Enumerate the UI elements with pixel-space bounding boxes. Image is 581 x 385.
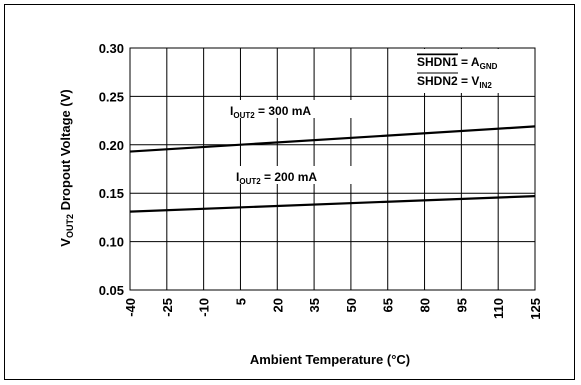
x-axis-title: Ambient Temperature (°C) <box>250 352 410 367</box>
x-tick-label: -10 <box>197 298 212 317</box>
condition-shdn2-name: SHDN2 <box>417 74 458 88</box>
condition-shdn2-sub: IN2 <box>479 81 492 90</box>
condition-shdn2: SHDN2 = VIN2 <box>417 74 492 90</box>
conditions-box-bg <box>413 49 534 93</box>
series-label-200ma-sub: OUT2 <box>239 177 261 186</box>
y-axis-title: VOUT2 Dropout Voltage (V) <box>58 89 75 246</box>
series-label-300-bg <box>227 100 353 118</box>
series-line-1 <box>129 195 536 213</box>
x-tick-label: 65 <box>381 298 396 312</box>
condition-shdn2-eq: = V <box>458 74 480 88</box>
y-axis-title-prefix: V <box>58 238 73 247</box>
series-label-300ma-sub: OUT2 <box>233 111 255 120</box>
x-tick-label: -25 <box>160 298 175 317</box>
x-tick-label: 20 <box>270 298 285 312</box>
condition-shdn1: SHDN1 = AGND <box>417 55 498 71</box>
series-line-0 <box>129 125 536 153</box>
x-tick-label: 95 <box>454 298 469 312</box>
y-tick-label: 0.30 <box>99 41 124 56</box>
series-label-300ma-rest: = 300 mA <box>255 104 312 118</box>
y-axis-title-sub: OUT2 <box>65 214 75 238</box>
series-label-300ma: IOUT2 = 300 mA <box>230 104 311 120</box>
series-label-200ma-rest: = 200 mA <box>261 170 318 184</box>
series-label-200ma-prefix: I <box>236 170 239 184</box>
condition-shdn1-sub: GND <box>480 62 498 71</box>
y-tick-label: 0.05 <box>99 283 124 298</box>
x-tick-label: 125 <box>528 298 543 320</box>
conditions-box: SHDN1 = AGND SHDN2 = VIN2 <box>413 49 534 93</box>
condition-shdn1-name: SHDN1 <box>417 55 458 69</box>
y-axis-title-rest: Dropout Voltage (V) <box>58 89 73 214</box>
chart-frame <box>4 4 575 380</box>
y-tick-label: 0.25 <box>99 89 124 104</box>
series-label-300ma-prefix: I <box>230 104 233 118</box>
x-tick-label: -40 <box>123 298 138 317</box>
x-tick-label: 80 <box>418 298 433 312</box>
series-label-200ma: IOUT2 = 200 mA <box>236 170 317 186</box>
series-label-200-bg <box>233 166 357 184</box>
y-tick-labels: 0.05 0.10 0.15 0.20 0.25 0.30 <box>99 41 124 298</box>
x-tick-label: 50 <box>344 298 359 312</box>
y-tick-label: 0.10 <box>99 235 124 250</box>
series <box>129 125 536 213</box>
x-tick-label: 5 <box>233 298 248 305</box>
condition-shdn1-eq: = A <box>458 55 480 69</box>
plot-area <box>129 47 536 291</box>
x-tick-label: 35 <box>307 298 322 312</box>
x-tick-label: 110 <box>491 298 506 319</box>
x-tick-labels: -40 -25 -10 5 20 35 50 65 80 95 110 125 <box>123 298 543 320</box>
y-tick-label: 0.20 <box>99 138 124 153</box>
y-tick-label: 0.15 <box>99 186 124 201</box>
